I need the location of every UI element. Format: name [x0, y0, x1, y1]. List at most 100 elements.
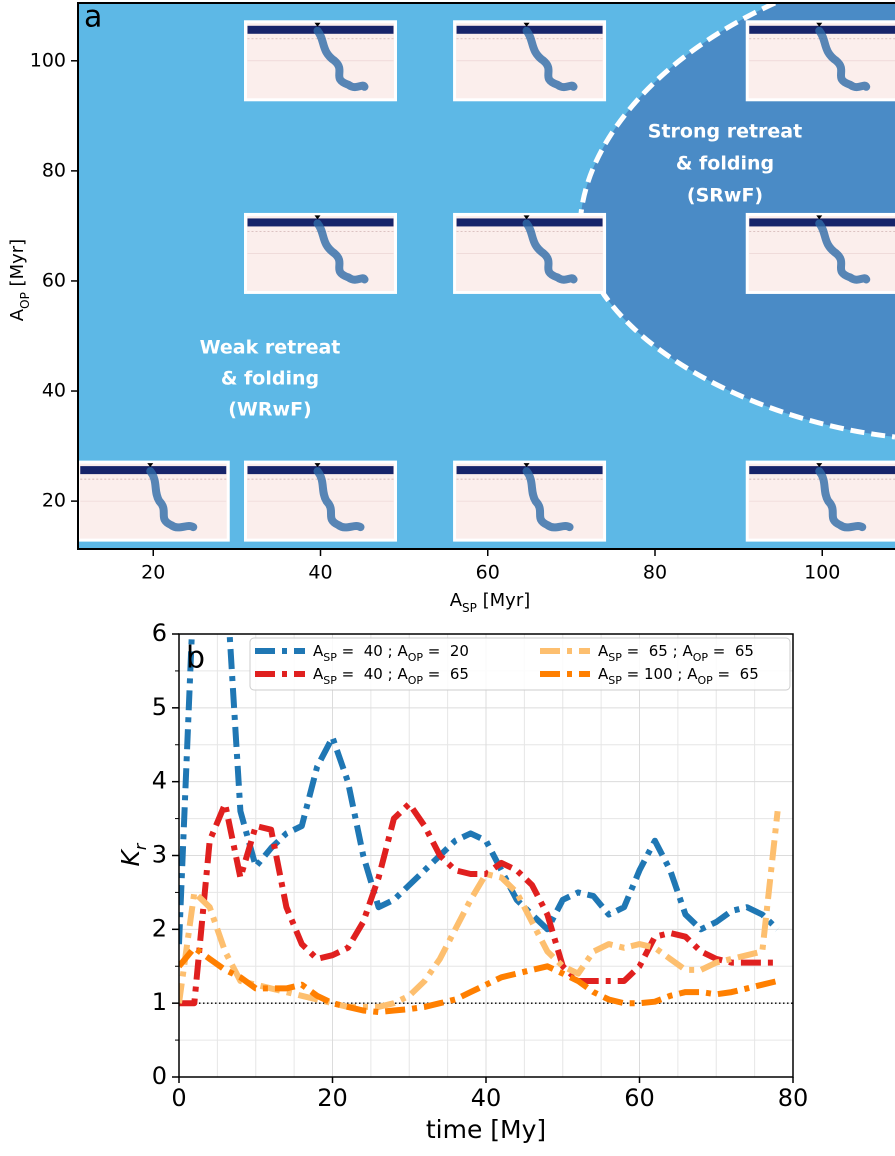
y-tick-label: 1	[152, 988, 167, 1016]
x-axis-label: ASP [Myr]	[450, 590, 531, 615]
simulation-thumbnail	[244, 20, 398, 102]
thumbnail-slab	[522, 467, 574, 532]
label-part: A	[397, 665, 408, 683]
legend-label: ASP = 100 ; AOP = 65	[598, 665, 759, 687]
label-subscript: SP	[323, 651, 337, 664]
thumbnail-marker	[314, 463, 321, 468]
x-tick-label: 0	[171, 1084, 186, 1112]
x-tick-label: 60	[476, 562, 500, 584]
label-subscript: OP	[18, 292, 32, 309]
label-part: A	[450, 590, 463, 611]
thumbnail-slab	[815, 219, 871, 284]
simulation-thumbnail	[453, 20, 607, 102]
label-part: = 40 ;	[337, 642, 398, 660]
simulation-thumbnail	[78, 460, 230, 542]
label-part: = 100 ;	[622, 665, 687, 683]
legend-label: ASP = 65 ; AOP = 65	[598, 642, 754, 664]
thumbnail-marker	[816, 463, 823, 468]
label-subscript: SP	[608, 651, 622, 664]
y-tick-label: 4	[152, 767, 167, 795]
label-part: [Myr]	[7, 239, 28, 292]
x-tick-label: 80	[778, 1084, 809, 1112]
region-label: (SRwF)	[687, 185, 763, 207]
series-line	[179, 944, 779, 1015]
series-line	[179, 810, 781, 1010]
label-subscript: OP	[408, 651, 424, 664]
thumbnail-marker	[147, 463, 154, 468]
y-tick-label: 40	[42, 380, 66, 402]
x-tick-label: 20	[141, 562, 165, 584]
simulation-thumbnail	[745, 212, 895, 294]
label-subscript: OP	[697, 674, 713, 687]
y-tick-label: 100	[30, 49, 66, 71]
thumbnail-marker	[523, 22, 530, 27]
region-label: Strong retreat	[648, 121, 802, 143]
thumbnail-marker	[816, 22, 823, 27]
label-subscript: OP	[693, 651, 709, 664]
x-tick-label: 60	[624, 1084, 655, 1112]
series-line	[179, 800, 778, 1007]
label-part: = 65 ;	[622, 642, 683, 660]
panel-label: b	[186, 641, 205, 676]
legend-label: ASP = 40 ; AOP = 20	[313, 642, 469, 664]
region-label: & folding	[676, 153, 774, 175]
x-tick-label: 100	[804, 562, 840, 584]
y-tick-label: 60	[42, 269, 66, 291]
label-part: = 65	[713, 665, 759, 683]
thumbnail-slab	[522, 219, 578, 284]
thumbnail-marker	[314, 22, 321, 27]
thumbnail-slab	[815, 467, 867, 532]
label-part: = 65	[708, 642, 754, 660]
y-tick-label: 5	[152, 693, 167, 721]
label-part: A	[313, 665, 324, 683]
region-label: (WRwF)	[228, 399, 312, 421]
thumbnail-slab	[313, 219, 369, 284]
region-label: & folding	[221, 368, 319, 390]
label-part: A	[397, 642, 408, 660]
label-part: A	[682, 642, 693, 660]
simulation-thumbnail	[745, 460, 895, 542]
label-part: = 65	[423, 665, 469, 683]
legend-label: ASP = 40 ; AOP = 65	[313, 665, 469, 687]
label-subscript: SP	[608, 674, 622, 687]
label-part: A	[598, 665, 609, 683]
simulation-thumbnail	[244, 212, 398, 294]
label-part: = 20	[423, 642, 469, 660]
thumbnail-slab	[313, 467, 365, 532]
simulation-thumbnail	[453, 460, 607, 542]
x-tick-label: 40	[308, 562, 332, 584]
thumbnail-slab	[522, 26, 578, 92]
label-subscript: OP	[408, 674, 424, 687]
thumbnail-marker	[314, 215, 321, 220]
thumbnail-slab	[313, 26, 369, 92]
label-part: A	[313, 642, 324, 660]
label-part: A	[687, 665, 698, 683]
label-subscript: r	[131, 842, 150, 850]
y-axis-label: AOP [Myr]	[7, 239, 32, 321]
x-tick-label: 20	[317, 1084, 348, 1112]
y-tick-label: 20	[42, 490, 66, 512]
panel-a-area	[78, 3, 895, 549]
y-tick-label: 0	[152, 1062, 167, 1090]
label-subscript: SP	[462, 601, 477, 615]
thumbnail-marker	[816, 215, 823, 220]
label-part: K	[116, 847, 145, 866]
label-part: [Myr]	[477, 590, 530, 611]
y-tick-label: 6	[152, 619, 167, 647]
thumbnail-slab	[815, 26, 871, 92]
x-axis-label: time [My]	[426, 1115, 546, 1144]
label-part: A	[598, 642, 609, 660]
legend-box	[249, 637, 791, 691]
y-tick-label: 3	[152, 841, 167, 869]
region-label: Weak retreat	[200, 337, 341, 359]
simulation-thumbnail	[244, 460, 398, 542]
panel-label: a	[84, 0, 102, 35]
label-part: = 40 ;	[337, 665, 398, 683]
y-tick-label: 80	[42, 159, 66, 181]
regime-region	[580, 3, 895, 437]
thumbnail-marker	[523, 215, 530, 220]
series-line	[179, 634, 780, 945]
simulation-thumbnail	[745, 20, 895, 102]
x-tick-label: 80	[643, 562, 667, 584]
